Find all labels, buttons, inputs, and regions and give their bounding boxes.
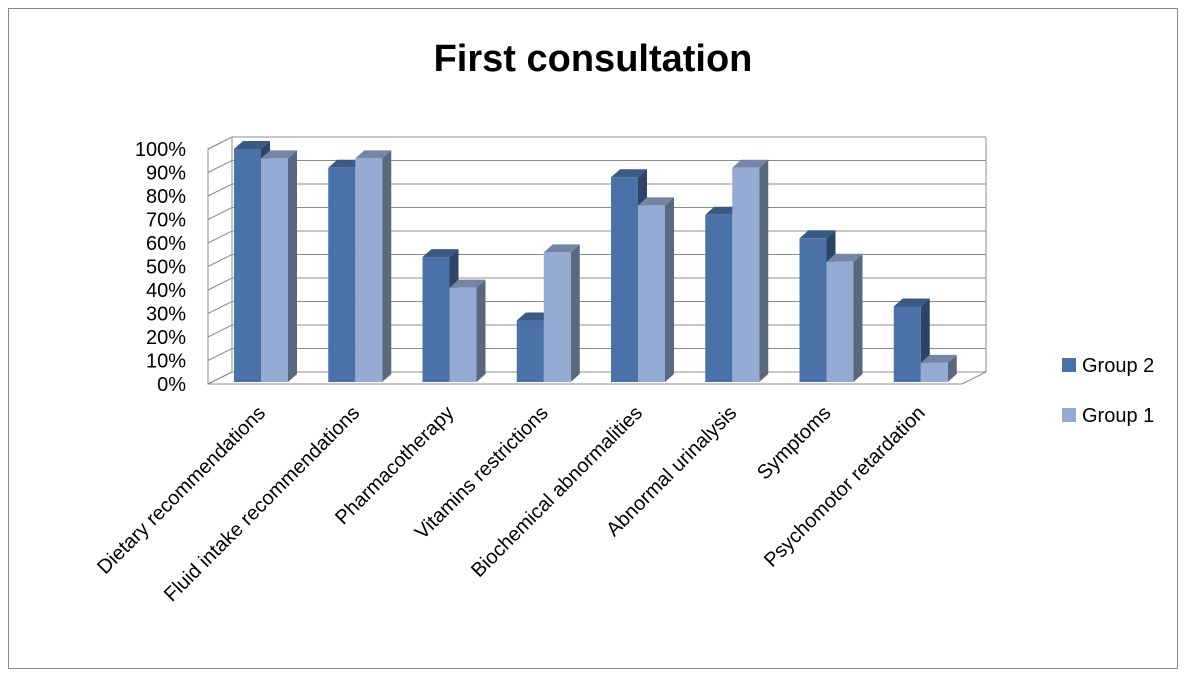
- bar: [355, 158, 383, 382]
- y-tick-label: 80%: [146, 186, 186, 208]
- bar-side: [947, 354, 957, 382]
- bar-side: [382, 150, 392, 382]
- bar: [611, 177, 638, 382]
- bar-side: [853, 253, 863, 382]
- bar-side: [570, 244, 580, 382]
- y-tick-label: 30%: [146, 304, 186, 326]
- bar: [543, 252, 571, 382]
- gridline: [207, 348, 986, 361]
- bar-top: [799, 230, 836, 239]
- bar: [638, 205, 665, 382]
- legend-swatch: [1062, 358, 1076, 372]
- bar-side: [665, 197, 674, 382]
- bar-top: [732, 159, 769, 168]
- x-tick-label: Biochemical abnormalities: [467, 402, 647, 582]
- bar-top: [543, 244, 580, 253]
- y-tick-label: 100%: [135, 139, 186, 161]
- bar-top: [920, 354, 957, 363]
- legend-label: Group 2: [1082, 355, 1154, 377]
- bar: [893, 306, 921, 382]
- y-tick-label: 40%: [146, 280, 186, 302]
- gridline: [207, 324, 986, 338]
- bar-side: [476, 279, 486, 382]
- y-tick-label: 60%: [146, 233, 186, 255]
- bar: [826, 261, 854, 382]
- gridline: [207, 277, 986, 291]
- y-tick-label: 20%: [146, 327, 186, 349]
- bar: [920, 362, 948, 382]
- bar-top: [422, 249, 459, 258]
- bar-top: [893, 298, 930, 307]
- bar-top: [638, 197, 674, 206]
- x-tick-label: Psychomotor retardation: [760, 402, 930, 572]
- bar: [328, 167, 356, 382]
- y-tick-label: 90%: [146, 163, 186, 185]
- bar: [449, 287, 477, 382]
- bar: [705, 214, 733, 382]
- gridline: [207, 207, 986, 220]
- bar-top: [826, 253, 863, 262]
- y-tick-label: 10%: [146, 351, 186, 373]
- chart-frame: [8, 8, 1178, 669]
- bar: [234, 149, 261, 382]
- bar-side: [759, 159, 769, 382]
- bar: [422, 257, 450, 382]
- y-tick-label: 0%: [157, 374, 186, 396]
- x-tick-label: Dietary recommendations: [93, 402, 270, 579]
- legend-swatch: [1062, 408, 1076, 422]
- floor: [207, 371, 987, 385]
- bar: [516, 320, 544, 382]
- x-tick-label: Fluid intake recommendations: [160, 402, 364, 606]
- bar-top: [261, 150, 297, 159]
- gridline: [207, 254, 986, 267]
- x-tick-label: Symptoms: [753, 402, 835, 484]
- bar: [261, 158, 288, 382]
- chart-title: First consultation: [433, 38, 753, 80]
- y-tick-label: 70%: [146, 210, 186, 232]
- bar-top: [234, 141, 270, 149]
- gridline: [207, 230, 986, 244]
- bar: [799, 238, 827, 382]
- bar-side: [288, 150, 297, 382]
- gridline: [207, 183, 986, 197]
- bar-top: [355, 150, 392, 159]
- gridline: [207, 301, 986, 314]
- gridline: [207, 136, 986, 150]
- gridline: [207, 160, 986, 173]
- bar: [732, 167, 760, 382]
- legend-label: Group 1: [1082, 405, 1154, 427]
- bar-top: [611, 169, 647, 178]
- y-tick-label: 50%: [146, 257, 186, 279]
- bar-top: [449, 279, 486, 288]
